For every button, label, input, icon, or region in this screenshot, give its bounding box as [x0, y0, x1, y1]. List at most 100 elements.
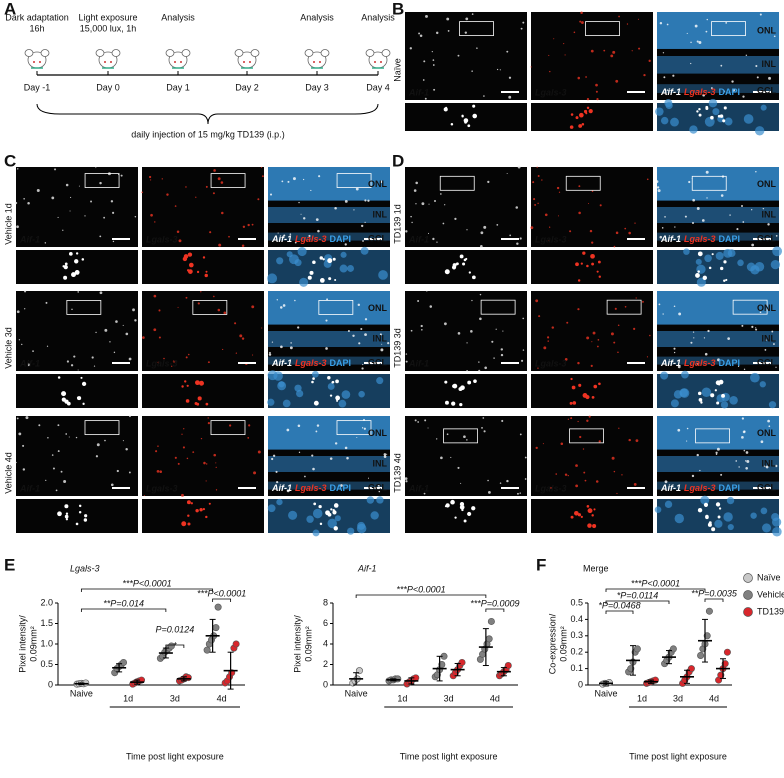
zoom-dot	[720, 266, 724, 271]
signal-dot	[181, 493, 184, 497]
zoom-dot	[719, 114, 724, 118]
signal-dot	[155, 450, 158, 453]
signal-dot	[172, 360, 176, 363]
zoom-dot	[61, 391, 67, 397]
gcl-layer	[657, 481, 779, 490]
signal-dot	[483, 225, 487, 229]
signal-dot	[409, 47, 412, 50]
signal-dot	[383, 453, 387, 456]
zoom-dot	[84, 514, 88, 518]
signal-dot	[457, 332, 461, 335]
signal-dot	[533, 198, 536, 201]
signal-dot	[432, 59, 435, 61]
signal-dot	[176, 230, 180, 234]
layer-label: INL	[762, 333, 777, 343]
zoom-dot	[459, 254, 464, 259]
zoom-dot	[329, 394, 333, 397]
signal-dot	[383, 455, 387, 458]
gcl-layer	[268, 232, 390, 241]
zoom-dot	[575, 116, 579, 120]
y-tick-label: 1.0	[40, 638, 53, 648]
signal-dot	[148, 175, 152, 179]
roi-box	[480, 299, 516, 315]
signal-dot	[280, 306, 283, 309]
signal-dot	[57, 424, 60, 427]
signal-dot	[707, 329, 710, 333]
layer-label: ONL	[757, 428, 777, 438]
signal-dot	[547, 340, 549, 342]
image-main	[531, 12, 653, 100]
channel-label: Lgals-3	[535, 234, 567, 244]
x-tick-label: 4d	[217, 693, 227, 703]
signal-dot	[731, 80, 734, 83]
nucleus	[724, 117, 733, 126]
zoom-dot	[83, 518, 88, 522]
zoom-dot	[723, 106, 727, 110]
signal-dot	[751, 325, 754, 328]
data-point	[120, 658, 128, 666]
zoom-dot	[698, 113, 702, 117]
nucleus	[655, 107, 664, 116]
signal-dot	[62, 229, 64, 231]
data-point	[485, 635, 493, 643]
signal-dot	[153, 294, 157, 298]
nucleus	[737, 259, 744, 267]
signal-dot	[677, 428, 681, 432]
nucleus	[771, 512, 780, 521]
signal-dot	[36, 189, 40, 193]
signal-dot	[516, 242, 519, 245]
zoom-dot	[702, 275, 707, 281]
signal-dot	[677, 365, 681, 369]
y-tick-label: 0.3	[570, 630, 583, 640]
signal-dot	[427, 232, 430, 235]
signal-dot	[297, 424, 301, 428]
zoom-dot	[188, 262, 194, 268]
signal-dot	[325, 347, 328, 350]
zoom-dot	[81, 258, 85, 261]
zoom-dot	[444, 269, 450, 275]
zoom-dot	[711, 527, 716, 532]
layer-label: ONL	[757, 26, 777, 36]
nucleus	[750, 372, 760, 383]
signal-dot	[433, 88, 436, 91]
signal-dot	[419, 34, 423, 38]
signal-dot	[466, 369, 468, 372]
roi-box	[439, 175, 475, 191]
signal-dot	[454, 217, 457, 221]
signal-dot	[686, 440, 688, 442]
channel-label: Aif-1	[19, 358, 40, 368]
channel-label: Lgals-3	[146, 358, 178, 368]
image-zoom	[405, 250, 527, 284]
signal-dot	[18, 432, 22, 436]
nucleus	[772, 526, 782, 537]
sig-annotation: *P=0.0114	[617, 590, 659, 600]
signal-dot	[738, 466, 740, 468]
signal-dot	[743, 449, 746, 452]
signal-dot	[435, 31, 439, 35]
signal-dot	[673, 351, 676, 354]
signal-dot	[591, 241, 594, 244]
merge-label: Aif-1 Lgals-3 DAPI	[660, 483, 740, 493]
signal-dot	[767, 419, 770, 423]
x-tick-label: 1d	[397, 693, 407, 703]
signal-dot	[340, 484, 343, 487]
signal-dot	[573, 31, 576, 34]
signal-dot	[586, 419, 589, 422]
nucleus	[347, 527, 355, 535]
zoom-dot	[715, 502, 721, 507]
nucleus	[674, 513, 684, 524]
roi-box	[210, 173, 246, 188]
signal-dot	[424, 419, 427, 422]
signal-dot	[60, 470, 63, 473]
signal-dot	[269, 193, 273, 196]
signal-dot	[387, 342, 390, 345]
signal-dot	[195, 196, 197, 198]
signal-dot	[326, 298, 329, 301]
signal-dot	[99, 181, 102, 185]
signal-dot	[360, 224, 364, 228]
signal-dot	[205, 185, 208, 188]
signal-dot	[610, 332, 614, 336]
signal-dot	[261, 175, 264, 178]
channel-label: Aif-1	[660, 87, 681, 97]
signal-dot	[223, 311, 227, 315]
